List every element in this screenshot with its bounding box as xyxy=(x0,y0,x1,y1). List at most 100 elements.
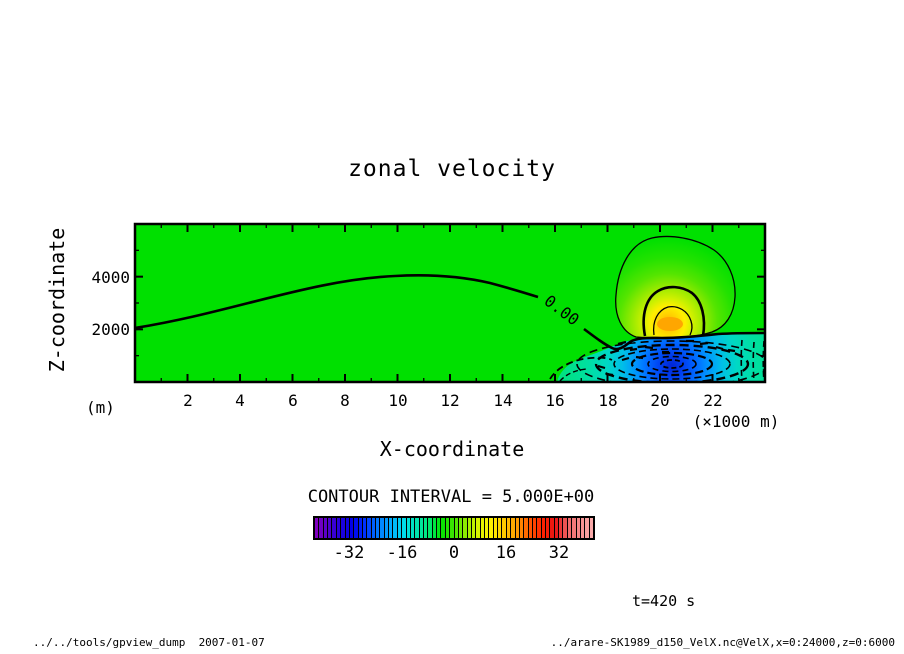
colorbar-cell xyxy=(485,518,490,538)
axis-ticks xyxy=(135,224,765,382)
colorbar-cell xyxy=(524,518,529,538)
colorbar-cell xyxy=(376,518,381,538)
colorbar-cell xyxy=(371,518,377,538)
time-annotation: t=420 s xyxy=(632,592,696,610)
colorbar-cell xyxy=(567,518,573,538)
colorbar-cell xyxy=(319,518,324,538)
colorbar-cell xyxy=(546,518,551,538)
colorbar-cell xyxy=(572,518,577,538)
dash-texture xyxy=(597,339,736,377)
colorbar-cell xyxy=(397,518,403,538)
colorbar-cell xyxy=(410,518,416,538)
colorbar-cell xyxy=(328,518,333,538)
colorbar-cell xyxy=(519,518,525,538)
colorbar-cell xyxy=(389,518,394,538)
colorbar-cell xyxy=(537,518,542,538)
colorbar-label: -16 xyxy=(386,543,418,563)
x-tick: 16 xyxy=(545,391,565,410)
negative-anomaly-fill xyxy=(557,333,764,381)
x-tick: 12 xyxy=(440,391,460,410)
colorbar-cell xyxy=(559,518,564,538)
contour-interval-label: CONTOUR INTERVAL = 5.000E+00 xyxy=(307,487,595,507)
colorbar-cell xyxy=(528,518,533,538)
x-tick: 4 xyxy=(235,391,245,410)
colorbar-label: 32 xyxy=(548,543,570,563)
x-axis-label: X-coordinate xyxy=(379,437,525,461)
colorbar-cell xyxy=(476,518,481,538)
colorbar-cell xyxy=(450,518,455,538)
colorbar-cell xyxy=(380,518,385,538)
x-axis-unit: (×1000 m) xyxy=(692,412,780,431)
colorbar-cell xyxy=(541,518,547,538)
colorbar-label: 16 xyxy=(495,543,517,563)
colorbar-label: 0 xyxy=(448,543,460,563)
plot-title: zonal velocity xyxy=(348,156,556,182)
colorbar-cell xyxy=(315,518,320,538)
x-tick: 2 xyxy=(183,391,193,410)
colorbar-cell xyxy=(589,518,593,538)
negative-dashed-contours xyxy=(549,339,764,381)
colorbar-cell xyxy=(362,518,368,538)
colorbar-cell xyxy=(493,518,499,538)
colorbar-cell xyxy=(432,518,438,538)
colorbar-cell xyxy=(349,518,355,538)
colorbar-cell xyxy=(532,518,538,538)
colorbar-cell xyxy=(515,518,520,538)
colorbar-cell xyxy=(580,518,586,538)
x-tick: 14 xyxy=(493,391,513,410)
colorbar-cell xyxy=(480,518,486,538)
footer-tool-path: ../../tools/gpview_dump 2007-01-07 xyxy=(33,636,265,649)
colorbar-cell xyxy=(393,518,398,538)
colorbar-cell xyxy=(415,518,420,538)
colorbar-cell xyxy=(341,518,346,538)
contour-plus15 xyxy=(652,305,693,336)
colorbar-cell xyxy=(489,518,494,538)
colorbar-cell xyxy=(384,518,390,538)
colorbar-cell xyxy=(354,518,359,538)
colorbar-cell xyxy=(554,518,560,538)
zero-contour-left xyxy=(136,273,539,330)
colorbar-cell xyxy=(358,518,363,538)
colorbar-cell xyxy=(506,518,512,538)
x-tick: 8 xyxy=(340,391,350,410)
colorbar-cell xyxy=(576,518,581,538)
y-tick-4000: 4000 xyxy=(91,268,130,287)
x-tick: 6 xyxy=(288,391,298,410)
colorbar-cell xyxy=(423,518,429,538)
colorbar-cell xyxy=(471,518,477,538)
colorbar-cell xyxy=(550,518,555,538)
colorbar-cell xyxy=(336,518,342,538)
colorbar-cell xyxy=(498,518,503,538)
colorbar-cell xyxy=(402,518,407,538)
colorbar-cell xyxy=(345,518,350,538)
contour-plus10 xyxy=(642,285,706,337)
colorbar xyxy=(313,516,595,540)
zero-contour-right xyxy=(583,327,764,351)
colorbar-cell xyxy=(323,518,329,538)
colorbar-label: -32 xyxy=(333,543,365,563)
colorbar-cell xyxy=(428,518,433,538)
colorbar-cell xyxy=(585,518,590,538)
colorbar-cell xyxy=(563,518,568,538)
footer-data-source: ../arare-SK1989_d150_VelX.nc@VelX,x=0:24… xyxy=(550,636,895,649)
y-axis-unit: (m) xyxy=(86,398,115,417)
x-tick: 20 xyxy=(650,391,670,410)
colorbar-cell xyxy=(502,518,507,538)
colorbar-cell xyxy=(467,518,472,538)
colorbar-cell xyxy=(437,518,442,538)
colorbar-cell xyxy=(332,518,337,538)
x-tick: 22 xyxy=(703,391,723,410)
colorbar-cell xyxy=(463,518,468,538)
colorbar-cell xyxy=(441,518,446,538)
colorbar-cell xyxy=(454,518,459,538)
colorbar-cell xyxy=(367,518,372,538)
colorbar-cell xyxy=(419,518,424,538)
colorbar-cell xyxy=(406,518,411,538)
positive-core xyxy=(657,317,683,331)
colorbar-cell xyxy=(511,518,516,538)
x-tick: 18 xyxy=(598,391,618,410)
x-tick: 10 xyxy=(388,391,408,410)
colorbar-cell xyxy=(458,518,464,538)
y-tick-2000: 2000 xyxy=(91,320,130,339)
